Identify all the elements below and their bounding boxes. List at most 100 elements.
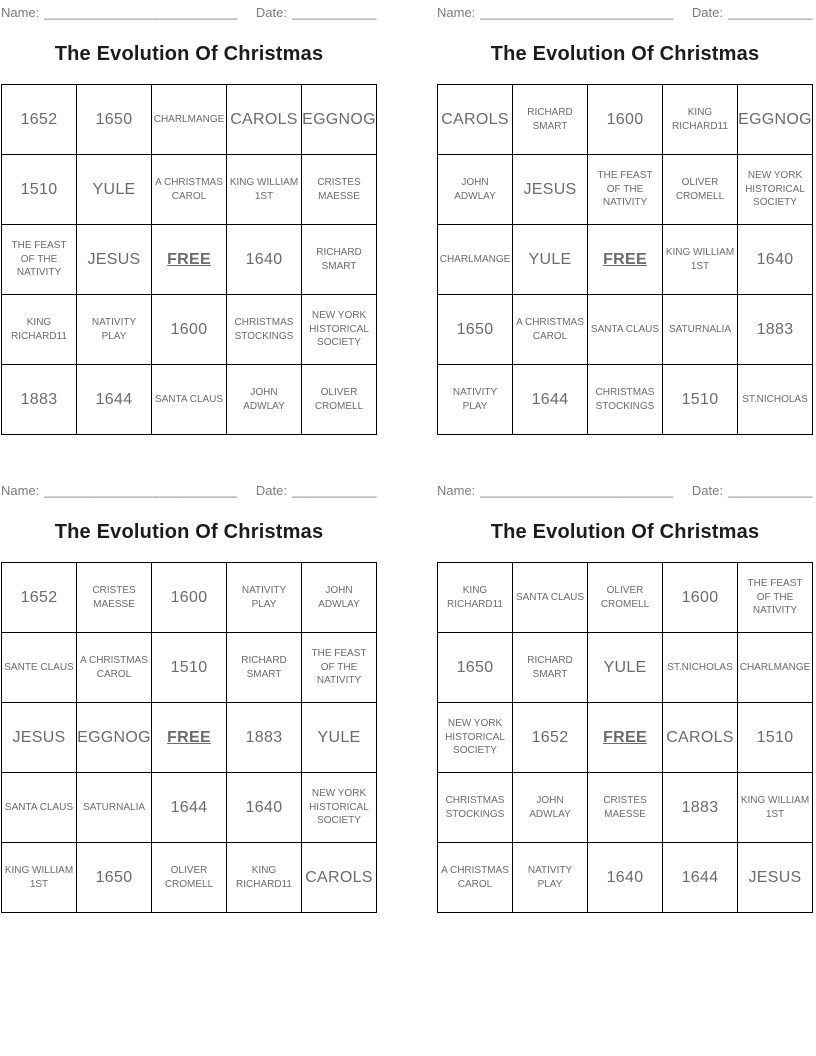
bingo-cell: NEW YORK HISTORICAL SOCIETY <box>738 155 813 225</box>
card-title: The Evolution Of Christmas <box>490 521 760 543</box>
bingo-cell: 1652 <box>2 85 77 155</box>
bingo-cell: 1644 <box>513 365 588 435</box>
bingo-cell: 1652 <box>513 703 588 773</box>
bingo-cell: SATURNALIA <box>77 773 152 843</box>
bingo-cell: 1883 <box>663 773 738 843</box>
free-cell: FREE <box>588 225 663 295</box>
bingo-cell: A CHRISTMAS CAROL <box>152 155 227 225</box>
name-label: Name: <box>437 5 476 20</box>
bingo-cell: KING RICHARD11 <box>2 295 77 365</box>
bingo-cell: CHRISTMAS STOCKINGS <box>227 295 302 365</box>
bingo-cell: SANTE CLAUS <box>2 633 77 703</box>
bingo-cell: JOHN ADWLAY <box>438 155 513 225</box>
bingo-cell: 1600 <box>663 563 738 633</box>
bingo-cell: 1510 <box>2 155 77 225</box>
bingo-cell: 1600 <box>152 563 227 633</box>
bingo-cell: YULE <box>513 225 588 295</box>
name-field: Name: _________________________ <box>1 483 238 498</box>
name-label: Name: <box>437 483 476 498</box>
bingo-cell: ST.NICHOLAS <box>738 365 813 435</box>
bingo-cell: CHARLMANGE <box>738 633 813 703</box>
date-line: ___________ <box>727 483 813 498</box>
name-line: _________________________ <box>480 5 674 20</box>
bingo-cell: SANTA CLAUS <box>513 563 588 633</box>
bingo-cell: CRISTES MAESSE <box>588 773 663 843</box>
name-line: _________________________ <box>480 483 674 498</box>
bingo-cell: 1600 <box>152 295 227 365</box>
bingo-cell: CRISTES MAESSE <box>77 563 152 633</box>
bingo-cell: A CHRISTMAS CAROL <box>438 843 513 913</box>
bingo-cell: KING RICHARD11 <box>663 85 738 155</box>
card-title: The Evolution Of Christmas <box>54 43 324 65</box>
bingo-cell: JESUS <box>513 155 588 225</box>
bingo-cell: OLIVER CROMELL <box>152 843 227 913</box>
bingo-cell: CAROLS <box>227 85 302 155</box>
bingo-cell: OLIVER CROMELL <box>663 155 738 225</box>
bingo-cell: THE FEAST OF THE NATIVITY <box>302 633 377 703</box>
date-label: Date: <box>691 483 723 498</box>
bingo-cell: 1640 <box>227 773 302 843</box>
bingo-cell: SATURNALIA <box>663 295 738 365</box>
bingo-cell: 1650 <box>77 85 152 155</box>
bingo-cell: 1640 <box>588 843 663 913</box>
bingo-cell: 1650 <box>77 843 152 913</box>
bingo-cell: YULE <box>302 703 377 773</box>
bingo-grid: 1652 CRISTES MAESSE 1600 NATIVITY PLAY JOHN … <box>1 562 377 913</box>
date-field: Date: ___________ <box>256 5 377 20</box>
bingo-cell: 1600 <box>588 85 663 155</box>
bingo-cell: 1640 <box>227 225 302 295</box>
bingo-cell: NEW YORK HISTORICAL SOCIETY <box>302 773 377 843</box>
bingo-grid: KING RICHARD11 SANTA CLAUS OLIVER CROMELL 1… <box>437 562 813 913</box>
card-header: Name: _________________________ Date: ____… <box>437 5 813 20</box>
date-label: Date: <box>691 5 723 20</box>
name-label: Name: <box>1 483 40 498</box>
bingo-cell: CAROLS <box>302 843 377 913</box>
date-line: ___________ <box>291 5 377 20</box>
bingo-cell: 1644 <box>77 365 152 435</box>
bingo-cell: THE FEAST OF THE NATIVITY <box>738 563 813 633</box>
free-cell: FREE <box>152 225 227 295</box>
bingo-cell: CHARLMANGE <box>152 85 227 155</box>
bingo-cell: THE FEAST OF THE NATIVITY <box>588 155 663 225</box>
bingo-card-2: Name: _________________________ Date: ____… <box>437 5 813 445</box>
bingo-cell: 1510 <box>738 703 813 773</box>
bingo-cell: ST.NICHOLAS <box>663 633 738 703</box>
bingo-cell: 1883 <box>738 295 813 365</box>
bingo-cell: RICHARD SMART <box>513 85 588 155</box>
bingo-grid: CAROLS RICHARD SMART 1600 KING RICHARD11 EGG… <box>437 84 813 435</box>
bingo-cell: EGGNOG <box>738 85 813 155</box>
bingo-cell: NEW YORK HISTORICAL SOCIETY <box>302 295 377 365</box>
bingo-cell: 1650 <box>438 633 513 703</box>
bingo-cell: 1640 <box>738 225 813 295</box>
bingo-grid: 1652 1650 CHARLMANGE CAROLS EGGNOG 1510 YULE A … <box>1 84 377 435</box>
bingo-cell: CRISTES MAESSE <box>302 155 377 225</box>
card-header: Name: _________________________ Date: ____… <box>437 483 813 498</box>
bingo-card-3: Name: _________________________ Date: ____… <box>1 483 377 923</box>
card-title: The Evolution Of Christmas <box>490 43 760 65</box>
bingo-cell: CAROLS <box>663 703 738 773</box>
bingo-cell: SANTA CLAUS <box>2 773 77 843</box>
bingo-cell: NATIVITY PLAY <box>227 563 302 633</box>
bingo-cell: 1644 <box>663 843 738 913</box>
bingo-cell: 1510 <box>663 365 738 435</box>
bingo-cell: CHRISTMAS STOCKINGS <box>438 773 513 843</box>
bingo-cell: NEW YORK HISTORICAL SOCIETY <box>438 703 513 773</box>
bingo-cell: JOHN ADWLAY <box>302 563 377 633</box>
date-label: Date: <box>255 483 287 498</box>
date-line: ___________ <box>291 483 377 498</box>
name-line: _________________________ <box>44 5 238 20</box>
bingo-cell: 1510 <box>152 633 227 703</box>
bingo-cell: 1650 <box>438 295 513 365</box>
date-line: ___________ <box>727 5 813 20</box>
bingo-cell: KING WILLIAM 1ST <box>227 155 302 225</box>
bingo-cell: KING WILLIAM 1ST <box>2 843 77 913</box>
bingo-cell: RICHARD SMART <box>302 225 377 295</box>
card-title: The Evolution Of Christmas <box>54 521 324 543</box>
bingo-cell: KING RICHARD11 <box>227 843 302 913</box>
bingo-cell: KING WILLIAM 1ST <box>663 225 738 295</box>
bingo-cell: SANTA CLAUS <box>588 295 663 365</box>
free-cell: FREE <box>588 703 663 773</box>
bingo-card-1: Name: _________________________ Date: ____… <box>1 5 377 445</box>
name-field: Name: _________________________ <box>437 483 674 498</box>
